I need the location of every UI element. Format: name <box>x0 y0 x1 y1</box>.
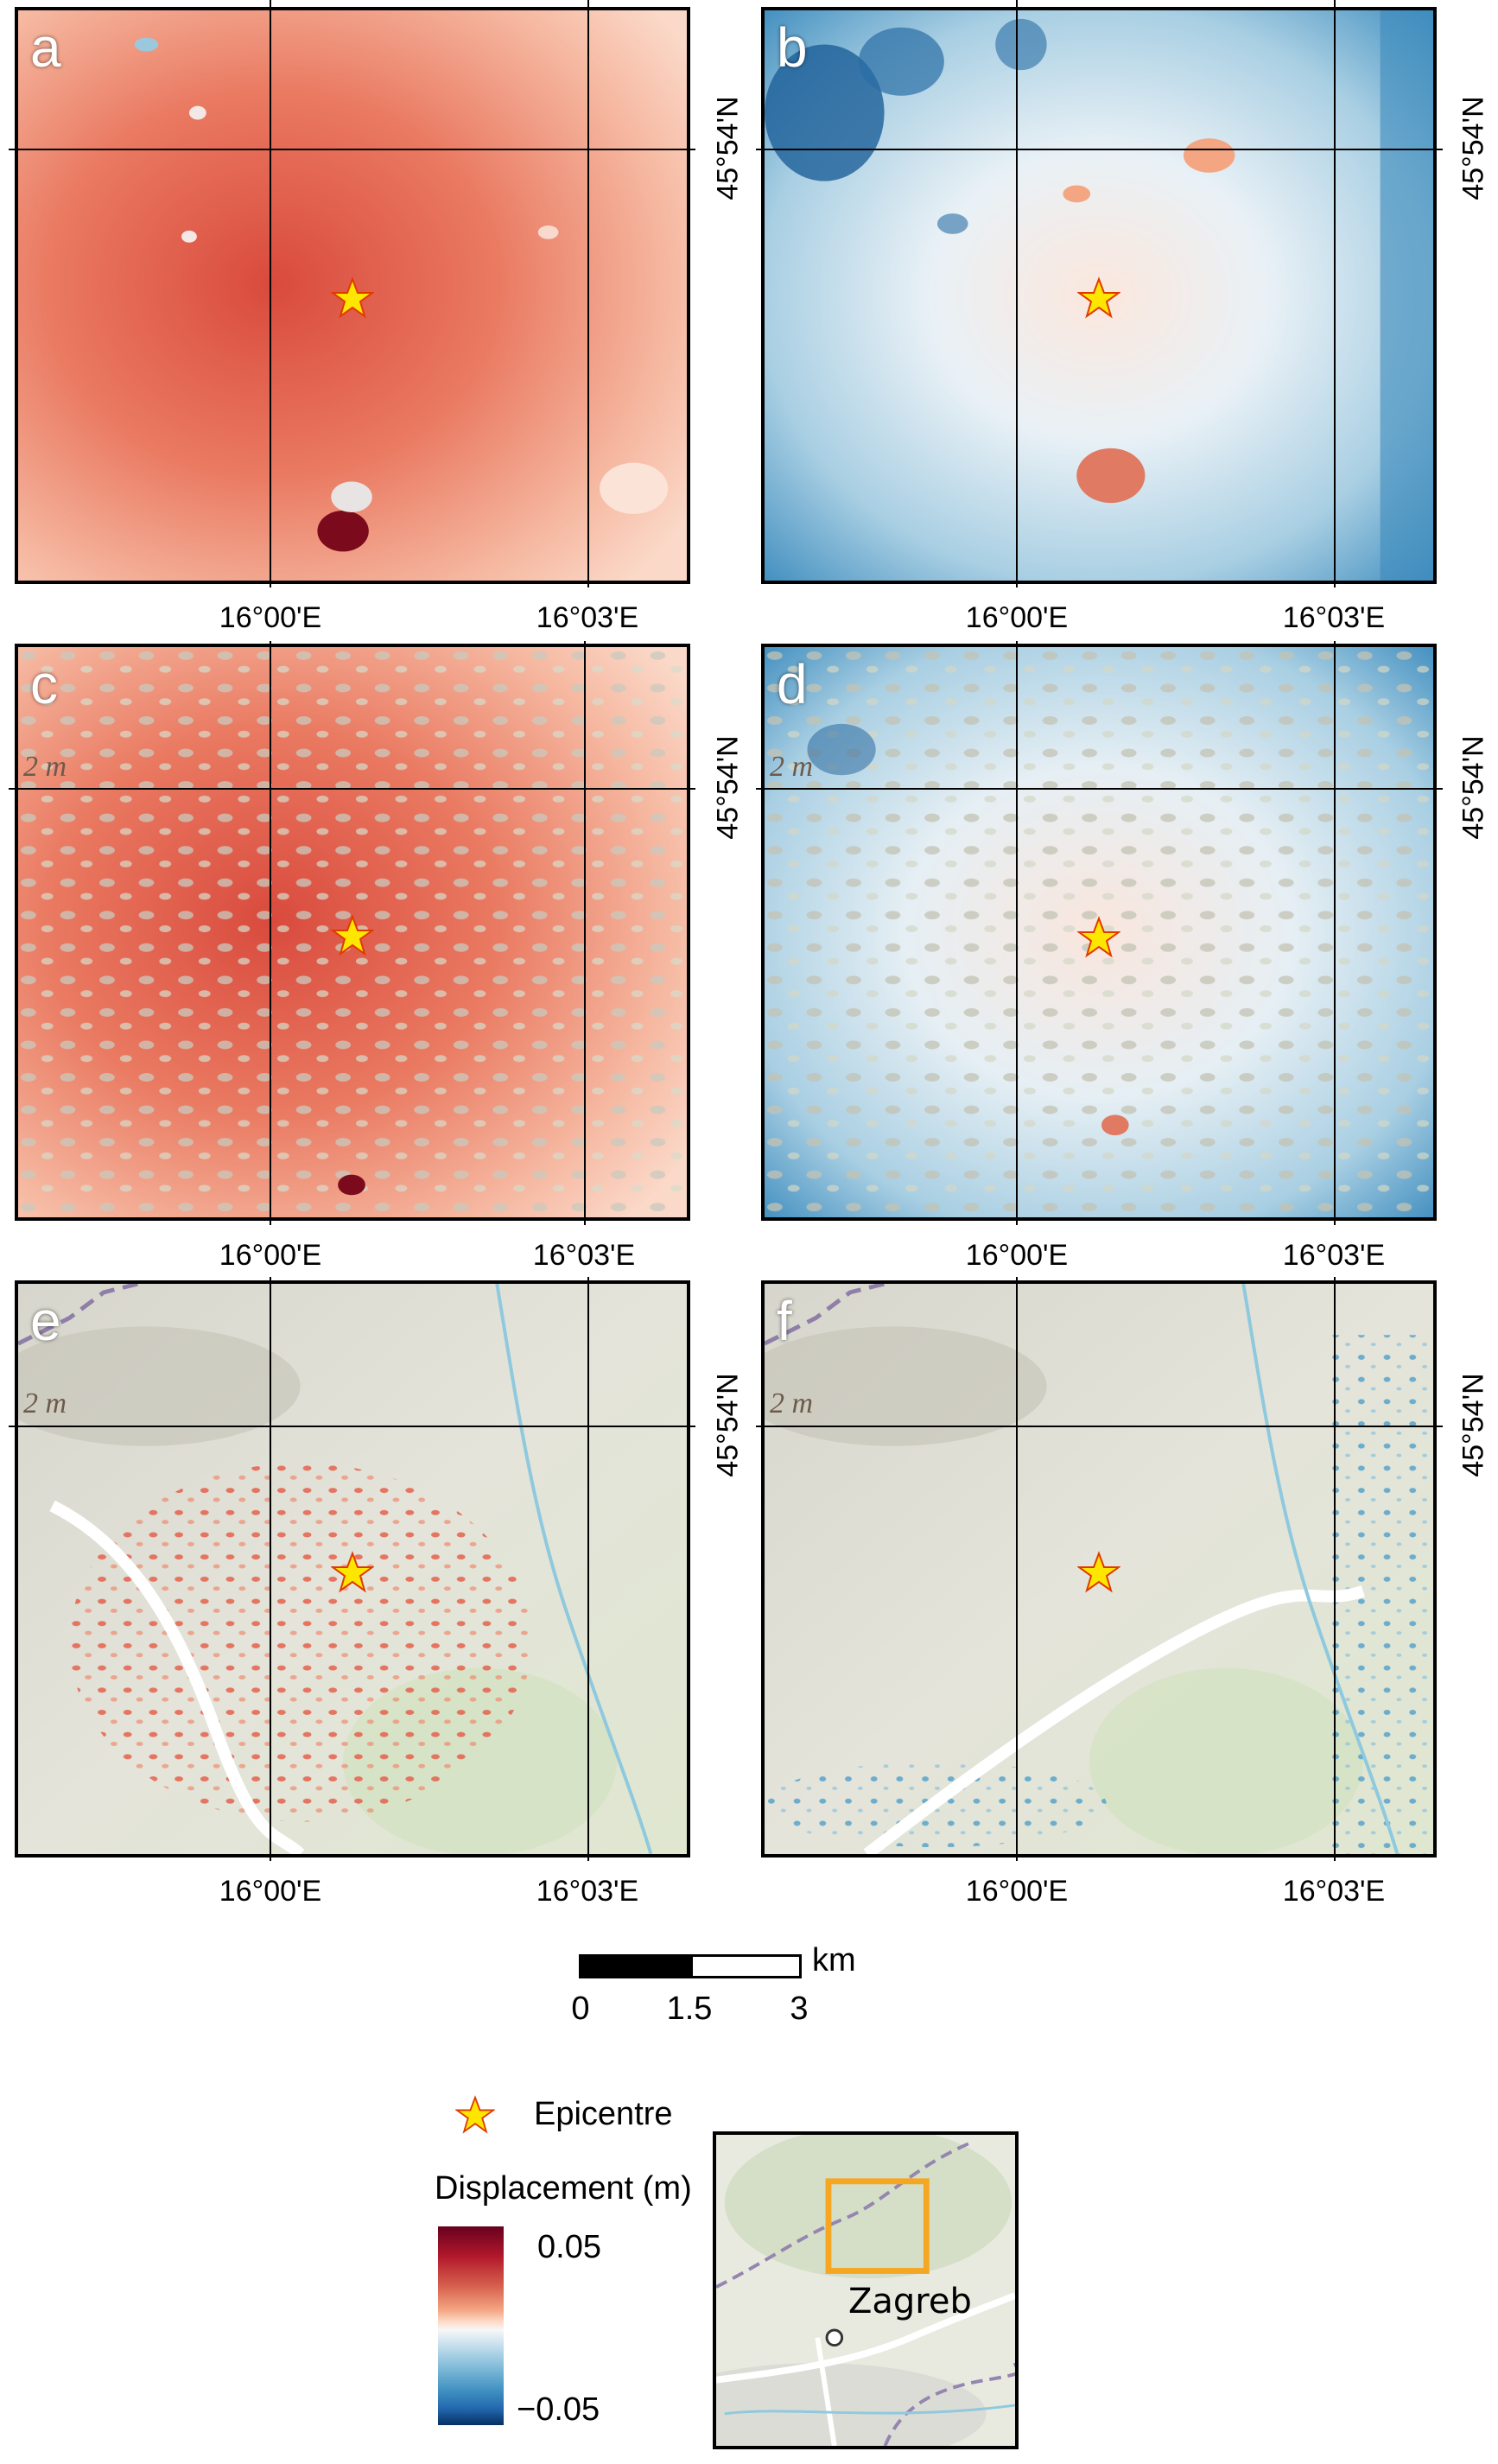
lon-label: 16°00'E <box>219 1875 322 1908</box>
lon-label: 16°03'E <box>532 1239 636 1272</box>
epicentre-star-icon <box>1077 916 1120 958</box>
graticule-line <box>1016 1277 1018 1861</box>
colorbar-max-label: 0.05 <box>537 2229 601 2265</box>
inset-map-graphic <box>716 2135 1015 2446</box>
lon-label: 16°03'E <box>536 601 639 634</box>
graticule-line <box>584 641 586 1225</box>
contour-label: 2 m <box>770 1388 814 1419</box>
lat-label: 45°54'N <box>1457 1373 1490 1477</box>
graticule-line <box>270 1277 271 1861</box>
graticule-line <box>9 788 695 790</box>
panel-label: f <box>777 1290 792 1352</box>
graticule-line <box>1016 641 1018 1225</box>
panel-e: e 2 m <box>15 1280 690 1858</box>
graticule-line <box>1016 0 1018 587</box>
panel-label: c <box>30 653 58 715</box>
lat-label: 45°54'N <box>711 735 745 840</box>
graticule-line <box>756 788 1443 790</box>
epicentre-legend-star-icon <box>455 2095 495 2134</box>
epicentre-legend-label: Epicentre <box>534 2096 673 2132</box>
lat-label: 45°54'N <box>1457 96 1490 200</box>
graticule-line <box>9 149 695 150</box>
lon-label: 16°00'E <box>965 1239 1069 1272</box>
epicentre-star-icon <box>331 1551 374 1593</box>
graticule-line <box>756 1426 1443 1427</box>
displacement-map-a <box>18 10 687 581</box>
lon-label: 16°03'E <box>1282 601 1386 634</box>
colorbar-min-label: −0.05 <box>517 2391 600 2428</box>
scale-bar-tick: 1.5 <box>666 1991 713 2027</box>
epicentre-star-icon <box>331 276 374 319</box>
panel-label: b <box>777 16 808 79</box>
lon-label: 16°00'E <box>965 601 1069 634</box>
lon-label: 16°03'E <box>1282 1875 1386 1908</box>
panel-a: a <box>15 7 690 584</box>
inset-city-label: Zagreb <box>848 2282 972 2321</box>
graticule-line <box>1334 1277 1336 1861</box>
lon-label: 16°00'E <box>219 601 322 634</box>
graticule-line <box>756 149 1443 150</box>
lon-label: 16°00'E <box>219 1239 322 1272</box>
contour-label: 2 m <box>23 751 67 783</box>
lon-label: 16°00'E <box>965 1875 1069 1908</box>
contour-label: 2 m <box>770 751 814 783</box>
displacement-colorbar <box>438 2226 504 2425</box>
graticule-line <box>587 0 589 587</box>
inset-locator-map: Zagreb <box>713 2131 1019 2449</box>
graticule-line <box>9 1426 695 1427</box>
graticule-line <box>270 0 271 587</box>
epicentre-star-icon <box>331 914 374 956</box>
panel-label: d <box>777 653 808 715</box>
scale-bar-unit: km <box>812 1942 856 1978</box>
inset-extent-box <box>825 2178 930 2274</box>
lon-label: 16°03'E <box>1282 1239 1386 1272</box>
lon-label: 16°03'E <box>536 1875 639 1908</box>
lat-label: 45°54'N <box>711 96 745 200</box>
graticule-line <box>1334 0 1336 587</box>
lat-label: 45°54'N <box>711 1373 745 1477</box>
lat-label: 45°54'N <box>1457 735 1490 840</box>
scale-bar-segment <box>579 1954 693 1978</box>
scale-bar-tick: 3 <box>790 1991 809 2027</box>
scale-bar-tick: 0 <box>571 1991 590 2027</box>
epicentre-star-icon <box>1077 1551 1120 1593</box>
graticule-line <box>587 1277 589 1861</box>
epicentre-star-icon <box>1077 276 1120 319</box>
colorbar-title: Displacement (m) <box>435 2170 692 2207</box>
displacement-map-e <box>18 1284 687 1854</box>
contour-label: 2 m <box>23 1388 67 1419</box>
panel-label: e <box>30 1290 61 1352</box>
scale-bar-segment <box>690 1954 802 1978</box>
graticule-line <box>1334 641 1336 1225</box>
graticule-line <box>270 641 271 1225</box>
panel-label: a <box>30 16 61 79</box>
